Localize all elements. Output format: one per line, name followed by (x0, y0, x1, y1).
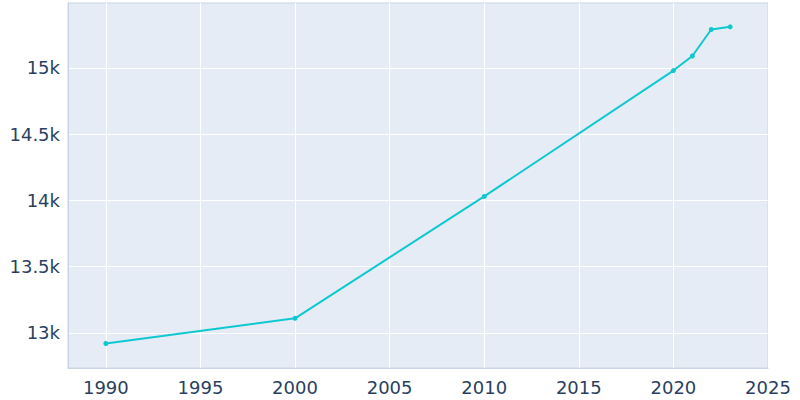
svg-text:1990: 1990 (83, 377, 129, 398)
svg-text:14k: 14k (27, 190, 61, 211)
svg-text:2020: 2020 (650, 377, 696, 398)
svg-text:2005: 2005 (367, 377, 413, 398)
svg-text:13.5k: 13.5k (9, 256, 60, 277)
svg-text:2010: 2010 (461, 377, 507, 398)
svg-text:1995: 1995 (178, 377, 224, 398)
svg-text:14.5k: 14.5k (9, 124, 60, 145)
svg-text:15k: 15k (27, 57, 61, 78)
svg-text:13k: 13k (27, 322, 61, 343)
svg-text:2000: 2000 (272, 377, 318, 398)
svg-text:2015: 2015 (556, 377, 602, 398)
svg-text:2025: 2025 (745, 377, 791, 398)
